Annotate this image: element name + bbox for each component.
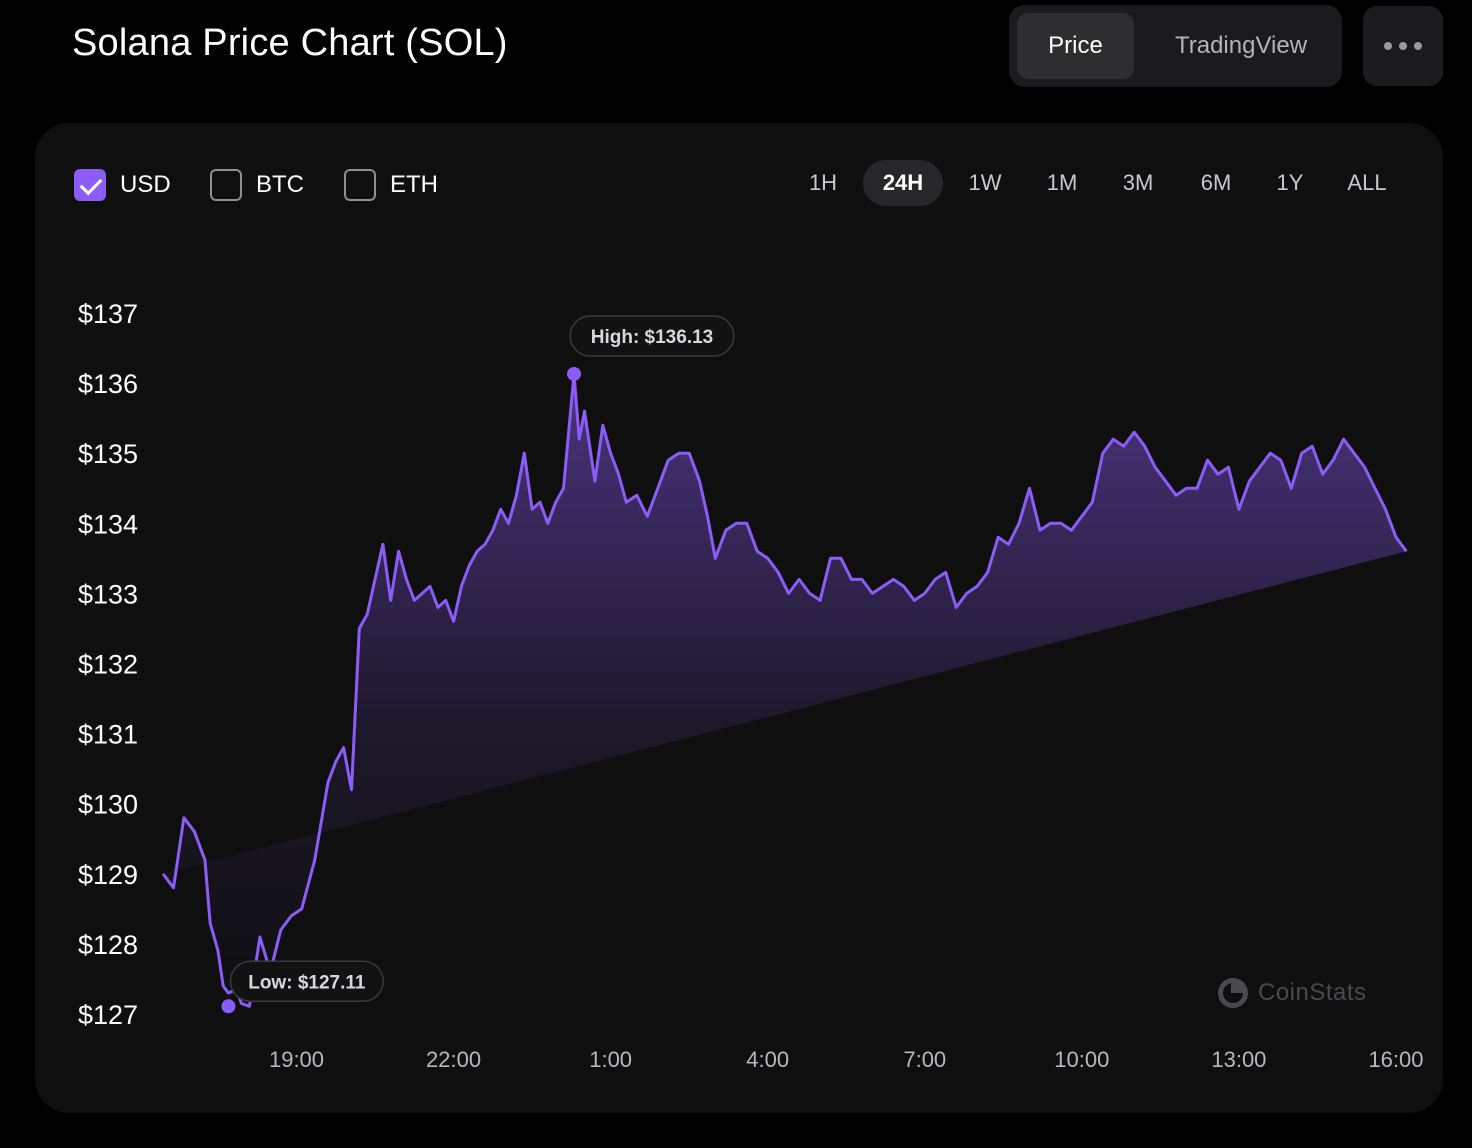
- y-tick-label: $130: [78, 790, 138, 820]
- coinstats-logo-icon: [1218, 978, 1248, 1008]
- checkbox-empty-icon: [210, 169, 242, 201]
- view-toggle: Price TradingView: [1009, 5, 1342, 87]
- checkbox-empty-icon: [344, 169, 376, 201]
- currency-label: ETH: [390, 171, 438, 198]
- currency-usd-checkbox[interactable]: USD: [74, 168, 171, 202]
- page-title: Solana Price Chart (SOL): [72, 22, 508, 64]
- price-area-fill: [163, 374, 1407, 1007]
- range-1h-button[interactable]: 1H: [808, 170, 838, 195]
- more-horizontal-icon: [1384, 42, 1392, 50]
- range-1y-button[interactable]: 1Y: [1276, 170, 1304, 195]
- tradingview-view-button[interactable]: TradingView: [1174, 32, 1308, 59]
- x-tick-label: 7:00: [903, 1047, 946, 1072]
- y-tick-label: $133: [78, 579, 138, 609]
- low-marker: [221, 999, 236, 1014]
- high-marker: [566, 366, 581, 381]
- checkbox-checked-icon: [74, 169, 106, 201]
- currency-label: USD: [120, 171, 171, 198]
- coinstats-watermark: CoinStats: [1218, 978, 1367, 1008]
- y-tick-label: $129: [78, 860, 138, 890]
- currency-eth-checkbox[interactable]: ETH: [344, 168, 438, 202]
- low-tooltip: [229, 960, 384, 1003]
- price-view-button[interactable]: Price: [1017, 13, 1134, 79]
- currency-label: BTC: [256, 171, 304, 198]
- low-label: Low: $127.11: [248, 972, 366, 993]
- y-tick-label: $135: [78, 439, 138, 469]
- y-tick-label: $137: [78, 299, 138, 329]
- range-3m-button[interactable]: 3M: [1122, 170, 1154, 195]
- y-tick-label: $132: [78, 650, 138, 680]
- x-tick-label: 10:00: [1054, 1047, 1109, 1072]
- range-24h-button[interactable]: 24H: [863, 160, 943, 206]
- x-tick-label: 16:00: [1368, 1047, 1423, 1072]
- range-1m-button[interactable]: 1M: [1046, 170, 1078, 195]
- x-tick-label: 1:00: [589, 1047, 632, 1072]
- range-all-button[interactable]: ALL: [1347, 170, 1387, 195]
- price-line: [161, 372, 1408, 1008]
- y-tick-label: $131: [78, 720, 138, 750]
- more-options-button[interactable]: [1363, 6, 1443, 86]
- y-tick-label: $128: [78, 930, 138, 960]
- y-tick-label: $136: [78, 369, 138, 399]
- watermark-text: CoinStats: [1258, 979, 1367, 1006]
- y-tick-label: $127: [78, 1000, 138, 1030]
- y-tick-label: $134: [78, 509, 138, 539]
- range-1w-button[interactable]: 1W: [968, 170, 1002, 195]
- x-tick-label: 13:00: [1211, 1047, 1266, 1072]
- x-tick-label: 19:00: [269, 1047, 324, 1072]
- x-tick-label: 4:00: [746, 1047, 789, 1072]
- high-tooltip: [569, 315, 735, 357]
- range-6m-button[interactable]: 6M: [1200, 170, 1232, 195]
- currency-btc-checkbox[interactable]: BTC: [210, 168, 304, 202]
- x-tick-label: 22:00: [426, 1047, 481, 1072]
- more-horizontal-icon: [1399, 42, 1407, 50]
- more-horizontal-icon: [1414, 42, 1422, 50]
- high-label: High: $136.13: [591, 327, 714, 348]
